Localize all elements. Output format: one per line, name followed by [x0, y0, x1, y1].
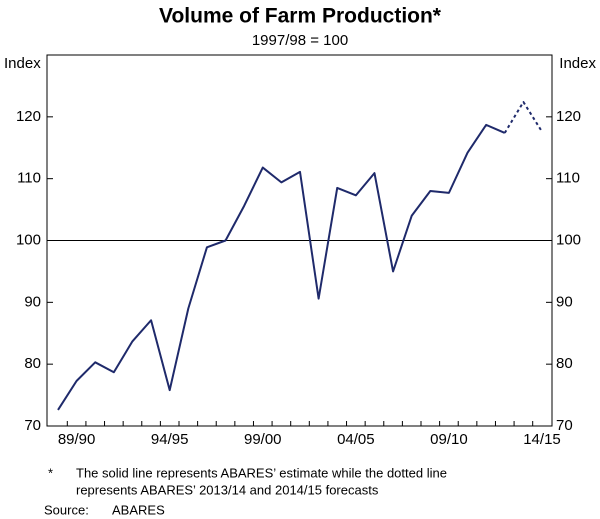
data-line [57, 123, 506, 411]
y2-axis-label: Index [559, 55, 596, 72]
source: ABARES [112, 502, 165, 517]
source-label: Source: [44, 502, 89, 517]
y2-tick-label: 70 [556, 417, 573, 434]
y-tick-label: 100 [16, 231, 41, 248]
x-tick-label: 99/00 [244, 431, 282, 448]
x-tick-label: 04/05 [337, 431, 375, 448]
y2-tick-label: 100 [556, 231, 581, 248]
y-tick-label: 110 [17, 170, 41, 187]
y2-tick-label: 110 [556, 170, 580, 187]
data-line [503, 100, 543, 134]
y-axis-label: Index [4, 55, 41, 72]
x-tick-label: 09/10 [430, 431, 468, 448]
y-tick-label: 120 [16, 108, 41, 125]
x-tick-label: 94/95 [151, 431, 189, 448]
y-tick-label: 90 [24, 293, 41, 310]
footnote-line: represents ABARES’ 2013/14 and 2014/15 f… [76, 482, 379, 497]
x-tick-label: 14/15 [523, 431, 561, 448]
x-tick-label: 89/90 [58, 431, 96, 448]
y2-tick-label: 80 [556, 355, 573, 372]
footnote-marker: * [48, 465, 53, 480]
y-tick-label: 70 [24, 417, 41, 434]
y2-tick-label: 90 [556, 293, 573, 310]
y-tick-label: 80 [24, 355, 41, 372]
y2-tick-label: 120 [556, 108, 581, 125]
chart-title: Volume of Farm Production* [159, 5, 442, 28]
footnote-line: The solid line represents ABARES’ estima… [76, 465, 447, 480]
chart-subtitle: 1997/98 = 100 [252, 32, 348, 49]
